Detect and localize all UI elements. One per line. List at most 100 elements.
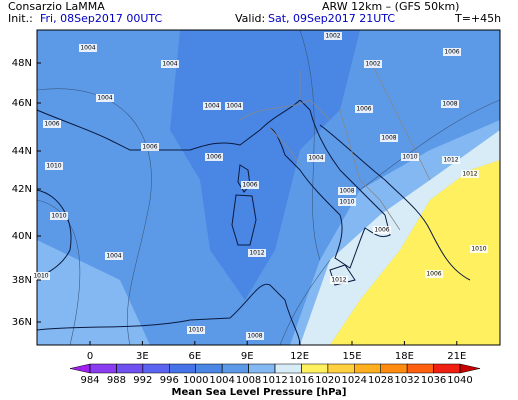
colorbar-segment — [116, 363, 144, 374]
lon-label: 15E — [342, 351, 361, 362]
colorbar-tick-label: 996 — [160, 375, 179, 386]
isobar-label-bg — [330, 276, 348, 284]
isobar-label-bg — [246, 332, 264, 340]
colorbar-tick-label: 1032 — [394, 375, 419, 386]
valid-label: Valid: — [235, 12, 265, 25]
isobar-label-bg — [187, 326, 205, 334]
colorbar-tick-label: 1016 — [289, 375, 314, 386]
isobar-label: 1004 — [308, 155, 323, 162]
isobar-label: 1010 — [188, 327, 203, 334]
isobar-label: 1002 — [325, 33, 340, 40]
isobar-label: 1006 — [206, 154, 221, 161]
isobar-label: 1010 — [402, 154, 417, 161]
colorbar-segment — [274, 363, 302, 374]
init: Fri, 08Sep2017 00UTC — [40, 12, 162, 25]
isobar-label-bg — [441, 100, 459, 108]
region — [170, 30, 360, 300]
lead: T=+45h — [454, 12, 501, 25]
isobar-label-bg — [105, 252, 123, 260]
isobar-label-bg — [32, 272, 50, 280]
colorbar-end — [459, 363, 481, 374]
isobar-label: 1010 — [51, 213, 66, 220]
colorbar-segment — [327, 363, 355, 374]
isobar-label: 1010 — [471, 246, 486, 253]
isobar-label-bg — [442, 156, 460, 164]
isobar-label: 1008 — [381, 135, 396, 142]
colorbar-segment — [406, 363, 434, 374]
isobar-label: 1004 — [204, 103, 219, 110]
lat-label: 40N — [12, 231, 32, 242]
isobar-label: 1012 — [462, 171, 477, 178]
colorbar-segment — [354, 363, 381, 374]
isobar-label-bg — [470, 245, 488, 253]
isobar-label-bg — [324, 32, 342, 40]
model: ARW 12km – (GFS 50km) — [322, 0, 459, 13]
colorbar-tick-label: 992 — [133, 375, 152, 386]
isobar-label-bg — [307, 154, 325, 162]
isobar-label: 1010 — [46, 163, 61, 170]
isobar-label-bg — [50, 212, 68, 220]
isobar-label: 1012 — [249, 250, 264, 257]
isobar-label: 1008 — [442, 101, 457, 108]
colorbar-tick-label: 988 — [107, 375, 126, 386]
isobar-label-bg — [425, 270, 443, 278]
isobar-label-bg — [203, 102, 221, 110]
isobar-label-bg — [338, 198, 356, 206]
isobar-label-bg — [205, 153, 223, 161]
isobar-label-bg — [380, 134, 398, 142]
colorbar-tick-label: 1012 — [262, 375, 287, 386]
isobar-label: 1004 — [162, 61, 177, 68]
lon-label: 12E — [290, 351, 309, 362]
isobar-label: 1010 — [33, 273, 48, 280]
isobar-label-bg — [355, 105, 373, 113]
lon-label: 18E — [395, 351, 414, 362]
colorbar-segment — [169, 363, 196, 374]
map — [36, 29, 501, 346]
colorbar-tick-label: 1020 — [315, 375, 340, 386]
isobar-label-bg — [373, 226, 391, 234]
isobar-label-bg — [443, 48, 461, 56]
colorbar-tick-label: 1024 — [342, 375, 367, 386]
region — [330, 160, 500, 345]
colorbar-tick-label: 1008 — [236, 375, 261, 386]
isobar-label-bg — [401, 153, 419, 161]
isobar-label: 1008 — [339, 188, 354, 195]
colorbar-segment — [221, 363, 249, 374]
lon-label: 21E — [447, 351, 466, 362]
isobar-label: 1006 — [44, 121, 59, 128]
isobar-label: 1008 — [247, 333, 262, 340]
colorbar-tick-label: 1036 — [421, 375, 446, 386]
colorbar-segment — [380, 363, 408, 374]
lat-label: 42N — [12, 184, 32, 195]
isobar-label-bg — [364, 60, 382, 68]
init-label: Init.: — [8, 12, 33, 25]
org: Consarzio LaMMA — [8, 0, 105, 13]
isobar-label: 1006 — [374, 227, 389, 234]
lon-label: 9E — [241, 351, 254, 362]
isobar-label: 1006 — [142, 144, 157, 151]
isobar-label-bg — [141, 143, 159, 151]
isobar-label: 1006 — [242, 182, 257, 189]
colorbar-title: Mean Sea Level Pressure [hPa] — [172, 387, 347, 398]
isobar-label-bg — [43, 120, 61, 128]
isobar-label: 1002 — [365, 61, 380, 68]
colorbar-segment — [248, 363, 276, 374]
lat-label: 38N — [12, 275, 32, 286]
isobar-label-bg — [225, 102, 243, 110]
colorbar-tick-label: 1040 — [447, 375, 472, 386]
colorbar-segment — [301, 363, 329, 374]
isobar-label: 1006 — [444, 49, 459, 56]
colorbar-segment — [433, 363, 461, 374]
isobar-label-bg — [338, 187, 356, 195]
map-frame — [36, 29, 501, 346]
colorbar-segment — [142, 363, 170, 374]
colorbar-segment — [89, 363, 117, 374]
valid: Sat, 09Sep2017 21UTC — [268, 12, 395, 25]
lon-label: 0 — [87, 351, 93, 362]
isobar-label-bg — [461, 170, 479, 178]
isobar-label-bg — [241, 181, 259, 189]
colorbar-end — [69, 363, 91, 374]
isobar-label-bg — [161, 60, 179, 68]
colorbar-tick-label: 1000 — [183, 375, 208, 386]
